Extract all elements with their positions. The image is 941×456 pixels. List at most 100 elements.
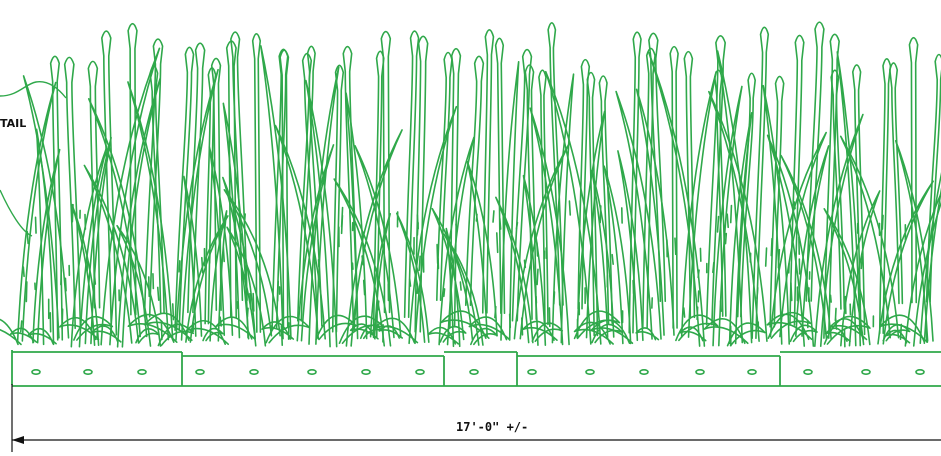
base-leaf-38 <box>767 311 812 339</box>
dimension-arrow-left <box>12 436 24 444</box>
foliage-dash-65 <box>697 269 700 279</box>
seed-stalk-29 <box>494 37 506 315</box>
seed-stalk-17 <box>296 45 316 322</box>
seed-stalk-20 <box>342 45 359 328</box>
seed-stalk-28 <box>481 28 495 314</box>
leaf-blade-15 <box>185 215 229 343</box>
base-leaf-24 <box>470 327 498 346</box>
foliage-dash-46 <box>222 245 225 263</box>
foliage-dash-12 <box>899 323 903 340</box>
base-leaf-34 <box>675 314 719 342</box>
base-leaf-39 <box>789 324 818 343</box>
leaf-blade-37 <box>431 207 474 341</box>
foliage-dash-52 <box>64 277 67 292</box>
leaf-blade-19 <box>222 102 249 339</box>
seed-stalk-34 <box>577 58 591 310</box>
foliage-dash-2 <box>611 253 614 265</box>
leaf-blade-72 <box>894 140 934 342</box>
mounting-hole-1 <box>31 368 41 375</box>
leaf-blade-46 <box>576 110 606 339</box>
leaf-blade-38 <box>443 233 484 346</box>
leaf-blade-67 <box>823 208 871 346</box>
foliage-dash-100 <box>770 237 773 257</box>
foliage-dash-102 <box>834 307 837 322</box>
seed-stalk-55 <box>925 53 941 303</box>
foliage-dash-125 <box>34 216 37 234</box>
foliage-dash-73 <box>443 288 446 298</box>
callout-label: TAIL <box>0 117 26 130</box>
foliage-dash-26 <box>523 259 527 269</box>
leaf-blade-22 <box>223 189 281 337</box>
leaf-blade-69 <box>839 135 900 339</box>
base-leaf-25 <box>440 310 490 339</box>
base-leaf-10 <box>143 312 193 342</box>
foliage-dash-47 <box>280 325 284 347</box>
base-leaf-13 <box>215 316 256 340</box>
seed-stalk-4 <box>101 30 118 336</box>
base-leaf-35 <box>679 326 707 342</box>
leaf-blade-27 <box>305 79 338 348</box>
foliage-dash-60 <box>756 287 759 300</box>
foliage-dash-97 <box>208 249 211 264</box>
base-leaf-43 <box>828 318 868 341</box>
base-leaf-19 <box>349 323 379 340</box>
leaf-blade-12 <box>116 224 162 347</box>
seed-stalk-24 <box>414 35 429 333</box>
overall-dimension: 17'-0" +/- <box>11 384 941 452</box>
base-leaf-20 <box>378 325 403 339</box>
seed-stalk-54 <box>908 36 919 304</box>
foliage-dash-95 <box>418 255 421 272</box>
foliage-dash-107 <box>881 214 884 230</box>
leaf-blade-30 <box>369 212 391 338</box>
seed-stalk-46 <box>769 75 785 328</box>
foliage-dash-40 <box>860 256 864 270</box>
leaf-blade-36 <box>445 227 461 348</box>
mounting-hole-8 <box>415 368 425 375</box>
foliage-dash-33 <box>19 320 23 333</box>
mounting-hole-14 <box>747 368 757 375</box>
foliage-dash-88 <box>515 221 519 230</box>
leaf-blade-62 <box>766 134 815 347</box>
base-leaf-5 <box>58 316 100 341</box>
seed-stalk-5 <box>127 22 138 316</box>
base-leaf-11 <box>202 327 224 342</box>
foliage-dash-67 <box>716 215 720 233</box>
foliage-dash-87 <box>71 203 74 223</box>
foliage-dash-130 <box>219 316 222 327</box>
base-leaf-15 <box>261 321 295 340</box>
foliage-dash-15 <box>475 213 478 222</box>
mounting-hole-10 <box>527 368 537 375</box>
leaf-blade-39 <box>466 160 498 337</box>
leaf-blade-29 <box>345 92 368 340</box>
foliage-dash-127 <box>436 243 439 265</box>
leaf-blade-63 <box>814 113 864 348</box>
foliage-dash-136 <box>252 292 255 312</box>
foliage-dash-119 <box>171 303 175 321</box>
base-leaf-42 <box>824 327 851 342</box>
mounting-holes <box>31 368 925 375</box>
leaf-blade-5 <box>70 146 108 348</box>
foliage-dash-129 <box>696 306 699 321</box>
foliage-dash-32 <box>353 316 356 332</box>
leaf-blade-55 <box>712 85 743 347</box>
mounting-hole-6 <box>307 368 317 375</box>
leaf-blade-50 <box>617 150 644 342</box>
seed-stalk-43 <box>713 69 727 317</box>
foliage-dash-76 <box>22 266 25 278</box>
mounting-hole-2 <box>83 368 93 375</box>
leaf-blade-71 <box>919 172 941 344</box>
seed-stalk-41 <box>683 50 696 319</box>
leaf-blade-51 <box>615 90 662 340</box>
foliage-dash-90 <box>729 204 733 224</box>
mounting-hole-16 <box>861 368 871 375</box>
leaf-blade-4 <box>22 75 70 339</box>
leaf-blade-14 <box>175 68 219 341</box>
base-leaf-1 <box>0 318 22 346</box>
leaf-blade-16 <box>183 175 203 337</box>
foliage-dash-41 <box>492 210 495 223</box>
mounting-hole-12 <box>639 368 649 375</box>
base-leaf-40 <box>766 313 813 341</box>
leaf-blade-8 <box>100 47 161 346</box>
foliage-dash-84 <box>246 307 249 318</box>
panel-outlines <box>11 350 941 387</box>
